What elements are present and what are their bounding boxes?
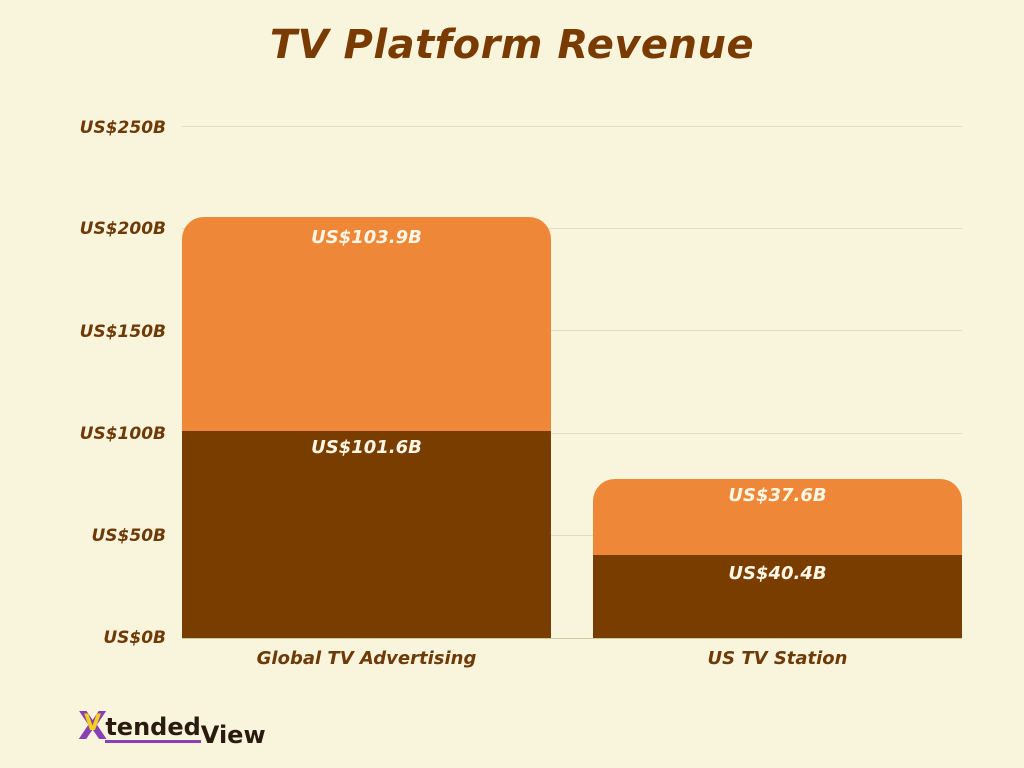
gridline [182,433,962,434]
chart-title: TV Platform Revenue [269,22,755,68]
bar-segment-top: US$37.6B [593,479,962,555]
x-category-label: Global TV Advertising [256,648,477,669]
x-axis-line [182,638,962,639]
bar-segment-bottom: US$40.4B [593,555,962,638]
bar-value-label: US$103.9B [311,227,422,248]
bar-value-label: US$37.6B [728,485,827,506]
y-tick-label: US$100B [79,424,166,444]
y-tick-label: US$50B [91,526,167,546]
logo-text: tended [105,713,201,743]
bar-us-tv-station: US$37.6B US$40.4B [593,479,962,638]
gridline [182,228,962,229]
bar-segment-bottom: US$101.6B [182,431,551,638]
gridline [182,126,962,127]
gridline [182,535,962,536]
bar-global-tv-advertising: US$103.9B US$101.6B [182,217,551,638]
gridline [182,330,962,331]
y-tick-label: US$250B [79,118,166,138]
bar-value-label: US$40.4B [728,563,827,584]
bar-value-label: US$101.6B [311,437,422,458]
y-tick-label: US$200B [79,219,166,239]
x-category-label: US TV Station [707,648,848,669]
logo-text: View [200,721,266,749]
bar-segment-top: US$103.9B [182,217,551,431]
y-tick-label: US$150B [79,322,166,342]
y-tick-label: US$0B [103,628,166,648]
